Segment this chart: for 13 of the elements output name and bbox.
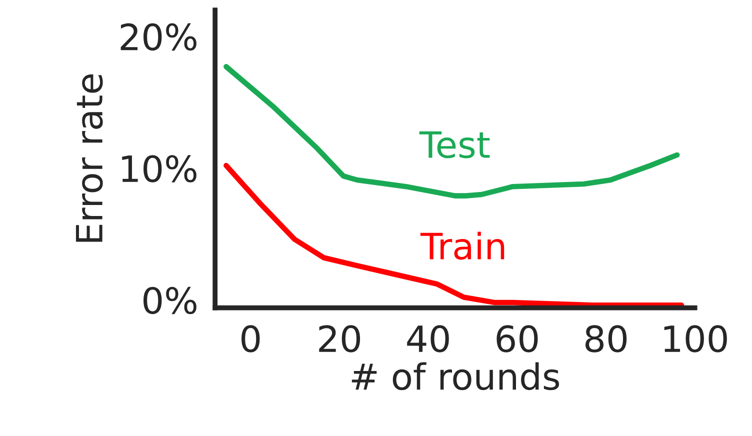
y-axis-title: Error rate xyxy=(76,74,103,242)
series-label: Train xyxy=(420,232,504,260)
x-tick-label: 40 xyxy=(407,325,449,352)
x-tick-label: 100 xyxy=(664,325,727,352)
y-tick-label: 20% xyxy=(120,23,196,51)
series-label: Test xyxy=(419,131,490,158)
y-tick-label: 0% xyxy=(144,286,196,314)
x-tick-label: 60 xyxy=(496,325,538,352)
x-tick-label: 0 xyxy=(242,325,260,352)
y-tick-label: 10% xyxy=(122,155,196,182)
x-tick-label: 80 xyxy=(585,325,627,352)
x-axis-title: # of rounds xyxy=(352,362,560,390)
x-tick-label: 20 xyxy=(319,325,360,352)
